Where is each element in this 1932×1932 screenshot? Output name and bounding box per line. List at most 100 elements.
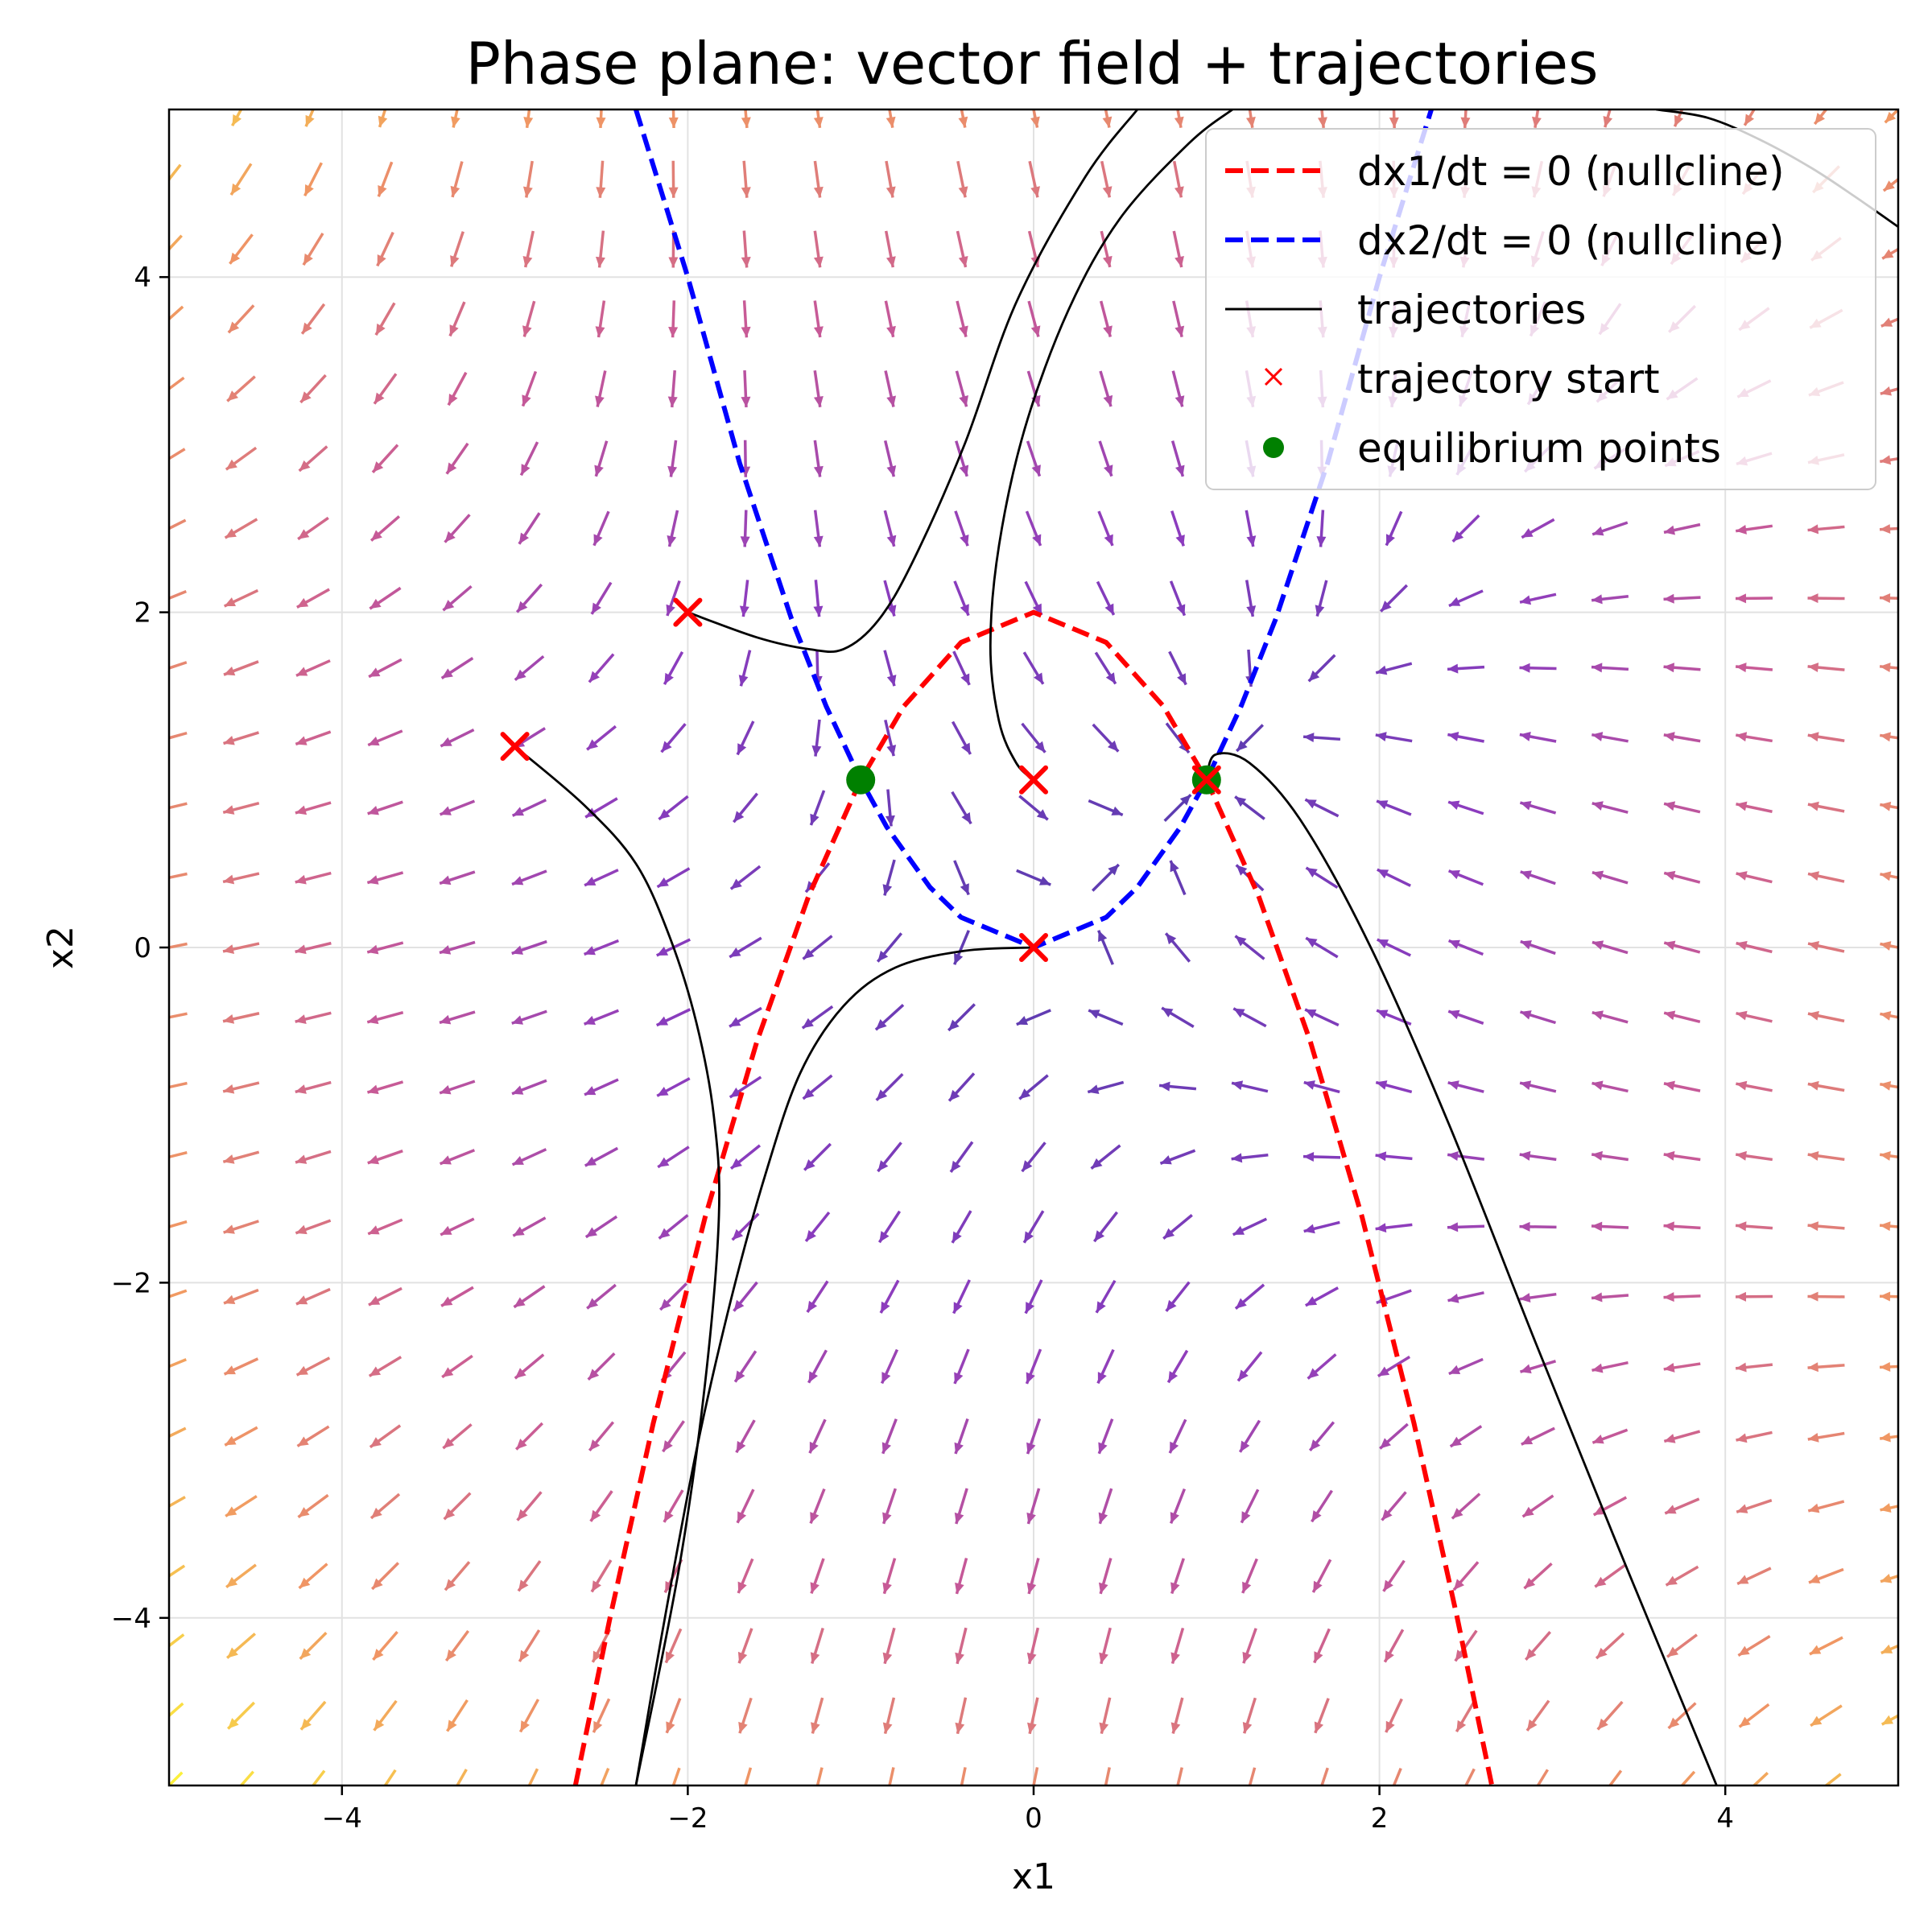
field-arrow [1735, 1221, 1773, 1232]
field-arrow [1594, 1563, 1626, 1588]
field-arrow [169, 234, 183, 252]
field-arrow [222, 1012, 260, 1024]
field-arrow [1242, 1697, 1257, 1734]
field-arrow [731, 1212, 760, 1241]
field-arrow [444, 514, 471, 543]
field-arrow [1879, 1221, 1898, 1232]
field-arrow [735, 1419, 756, 1454]
field-arrow [1464, 1768, 1476, 1785]
field-arrow [297, 516, 329, 541]
field-arrow [1591, 1360, 1629, 1373]
field-arrow [1448, 589, 1484, 608]
field-arrow [299, 374, 327, 404]
trajectory-2 [989, 109, 1233, 781]
field-arrow [368, 1356, 402, 1377]
field-arrow [1592, 1496, 1628, 1517]
field-arrow [514, 1422, 544, 1451]
field-arrow [1521, 1494, 1554, 1518]
field-arrow [1375, 1223, 1413, 1233]
field-arrow [813, 440, 824, 477]
field-arrow [1161, 1006, 1195, 1028]
field-arrow [295, 1011, 332, 1024]
field-arrow [1736, 1080, 1773, 1092]
field-arrow [729, 1075, 762, 1099]
field-arrow [885, 789, 895, 827]
field-arrow [368, 1286, 402, 1307]
field-arrow [1449, 1425, 1483, 1448]
field-arrow [367, 800, 403, 815]
field-arrow [1460, 109, 1471, 129]
field-arrow [515, 583, 543, 613]
field-arrow [1242, 1628, 1257, 1664]
field-arrow [1320, 1767, 1329, 1785]
field-arrow [1385, 510, 1403, 547]
field-arrow [802, 1074, 833, 1100]
field-arrow [1519, 732, 1557, 743]
field-arrow [300, 303, 326, 335]
field-arrow [445, 442, 469, 475]
field-arrow [736, 1488, 755, 1524]
field-arrow [1880, 1503, 1898, 1513]
field-arrow [1447, 800, 1484, 815]
field-arrow [366, 1011, 404, 1025]
field-arrow [1025, 510, 1042, 547]
field-arrow [512, 1216, 547, 1237]
field-arrow [1736, 871, 1773, 884]
field-arrow [1022, 651, 1045, 685]
field-arrow [1591, 1292, 1629, 1302]
field-arrow [169, 1564, 186, 1578]
field-arrow [222, 801, 260, 815]
field-arrow [1245, 510, 1257, 547]
field-arrow [1736, 1010, 1773, 1023]
field-arrow [1884, 109, 1898, 124]
field-arrow [368, 658, 402, 679]
field-arrow [1591, 1221, 1629, 1232]
field-arrow [1663, 1150, 1701, 1162]
field-arrow [1447, 939, 1484, 956]
field-arrow [882, 1627, 896, 1665]
field-arrow [663, 1489, 684, 1523]
field-arrow [1032, 1767, 1039, 1785]
field-arrow [804, 1211, 831, 1243]
field-arrow [1603, 109, 1613, 128]
field-arrow [1169, 580, 1187, 617]
field-arrow [1302, 733, 1341, 743]
field-arrow [1172, 230, 1184, 268]
field-arrow [1096, 1348, 1115, 1385]
field-arrow [884, 230, 896, 268]
field-arrow [1163, 793, 1192, 823]
field-arrow [667, 369, 678, 408]
field-arrow [226, 1633, 256, 1659]
field-arrow [1591, 663, 1629, 673]
field-arrow [1736, 732, 1773, 743]
field-arrow [1519, 1221, 1557, 1232]
field-arrow [1451, 514, 1480, 543]
field-arrow [733, 1350, 758, 1383]
field-arrow [442, 1423, 473, 1450]
field-arrow [1311, 1558, 1332, 1593]
field-arrow [951, 720, 972, 755]
field-arrow [373, 1699, 398, 1732]
field-arrow [955, 440, 969, 477]
y-tick-label: −4 [111, 1603, 151, 1635]
field-arrow [811, 719, 822, 757]
field-arrow [1234, 1283, 1265, 1310]
field-arrow [1375, 662, 1413, 675]
field-arrow [592, 1698, 611, 1733]
field-arrow [523, 109, 534, 129]
field-arrow [1169, 860, 1187, 896]
field-arrow [1100, 230, 1113, 268]
field-arrow [1879, 592, 1898, 603]
field-arrow [1314, 1698, 1330, 1734]
field-arrow [1377, 1356, 1411, 1377]
field-arrow [1166, 1349, 1189, 1384]
field-arrow [1165, 1281, 1191, 1312]
field-arrow [584, 1009, 619, 1026]
field-arrow [813, 230, 824, 268]
field-arrow [1026, 1418, 1042, 1455]
field-arrow [527, 1768, 539, 1785]
field-arrow [231, 109, 243, 127]
field-arrow [656, 867, 691, 889]
field-arrow [222, 1081, 260, 1094]
field-arrow [586, 724, 617, 751]
